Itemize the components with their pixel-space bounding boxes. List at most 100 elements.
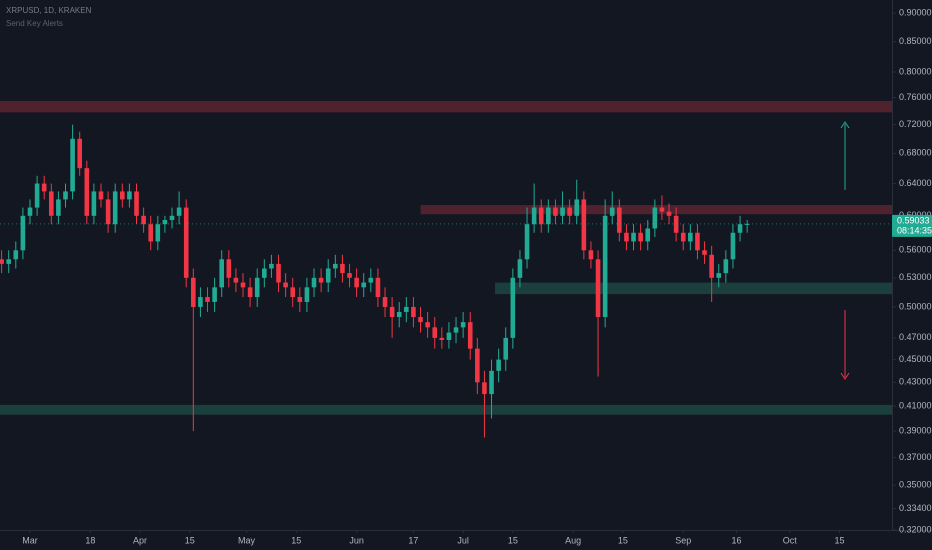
zone	[0, 100, 892, 113]
candle-body	[560, 207, 565, 216]
candle-body	[531, 207, 537, 225]
x-tick-label: 15	[618, 535, 628, 545]
candle-body	[84, 168, 90, 216]
y-tick-label: 0.56000	[899, 245, 932, 255]
x-tick-label: Jun	[349, 535, 364, 545]
candle-body	[695, 232, 700, 251]
candle-body	[20, 215, 26, 251]
candle-body	[517, 259, 523, 278]
candle-body	[617, 207, 622, 233]
x-tick-label: 15	[185, 535, 195, 545]
candle-body	[354, 277, 359, 288]
candle-body	[510, 277, 516, 338]
y-tick-label: 0.85000	[899, 36, 932, 46]
y-tick-label: 0.41000	[899, 401, 932, 411]
candle-body	[631, 232, 636, 242]
candle-body	[77, 138, 83, 169]
zone	[0, 404, 892, 415]
candle-body	[595, 259, 601, 318]
candle-body	[311, 277, 317, 288]
candle-body	[347, 273, 352, 278]
candle-body	[453, 327, 459, 333]
candle-body	[27, 207, 33, 216]
candle-body	[34, 183, 40, 208]
candle-body	[709, 254, 714, 278]
x-tick-label: Apr	[133, 535, 147, 545]
candle-body	[389, 306, 395, 318]
x-tick-label: Mar	[22, 535, 38, 545]
y-tick-label: 0.33400	[899, 503, 932, 513]
candle-body	[240, 282, 246, 288]
price-label-box	[892, 214, 932, 237]
candle-body	[489, 370, 494, 395]
y-tick-label: 0.32000	[899, 524, 932, 534]
candle-body	[0, 259, 4, 264]
candle-body	[496, 359, 501, 371]
y-tick-label: 0.76000	[899, 92, 932, 102]
candle-body	[744, 223, 750, 225]
candle-body	[716, 273, 722, 278]
y-tick-label: 0.72000	[899, 119, 932, 129]
y-tick-label: 0.64000	[899, 178, 932, 188]
y-tick-label: 0.37000	[899, 452, 932, 462]
countdown-label: 08:14:35	[897, 225, 932, 235]
candle-body	[553, 207, 558, 216]
candle-body	[425, 322, 430, 328]
up-arrow-head	[840, 121, 850, 129]
x-tick-label: May	[238, 535, 256, 545]
symbol-title: XRPUSD, 1D, KRAKEN	[6, 6, 92, 15]
candle-body	[276, 263, 281, 283]
y-tick-label: 0.50000	[899, 301, 932, 311]
candle-body	[411, 306, 416, 318]
candle-body	[446, 332, 452, 340]
candle-body	[482, 382, 487, 395]
candle-body	[439, 337, 445, 340]
x-tick-label: Aug	[565, 535, 581, 545]
candle-body	[666, 211, 672, 216]
x-tick-label: 15	[834, 535, 844, 545]
x-tick-label: 15	[508, 535, 518, 545]
candle-body	[574, 199, 580, 216]
candle-body	[70, 138, 75, 192]
candle-body	[105, 199, 111, 225]
candle-body	[730, 232, 736, 260]
candle-body	[112, 191, 118, 225]
x-tick-label: Oct	[783, 535, 798, 545]
candle-body	[41, 183, 47, 192]
candle-body	[737, 224, 743, 233]
candle-body	[233, 277, 239, 283]
candle-body	[645, 228, 651, 242]
candle-body	[56, 199, 61, 216]
candle-body	[659, 207, 665, 212]
y-tick-label: 0.35000	[899, 480, 932, 490]
candle-body	[141, 215, 146, 225]
candle-body	[262, 268, 267, 278]
candle-body	[297, 297, 303, 302]
candle-body	[247, 287, 253, 298]
candle-body	[460, 322, 466, 328]
candle-body	[368, 277, 374, 283]
candle-body	[198, 297, 203, 307]
candle-body	[98, 191, 104, 200]
candle-body	[340, 263, 345, 274]
candle-body	[546, 207, 551, 225]
candle-body	[155, 224, 161, 242]
candle-body	[680, 232, 686, 242]
candle-body	[624, 232, 629, 242]
candle-body	[688, 232, 693, 242]
candle-body	[63, 191, 68, 200]
x-tick-label: Sep	[675, 535, 691, 545]
candle-body	[205, 297, 210, 302]
x-tick-label: 17	[408, 535, 418, 545]
candle-body	[212, 287, 217, 302]
candle-body	[588, 250, 594, 260]
candle-body	[219, 259, 225, 288]
candle-body	[6, 259, 11, 264]
candle-body	[538, 207, 544, 225]
candle-body	[162, 219, 168, 225]
candle-body	[318, 277, 324, 283]
y-tick-label: 0.45000	[899, 354, 932, 364]
candle-body	[325, 268, 331, 283]
candle-body	[396, 311, 402, 318]
